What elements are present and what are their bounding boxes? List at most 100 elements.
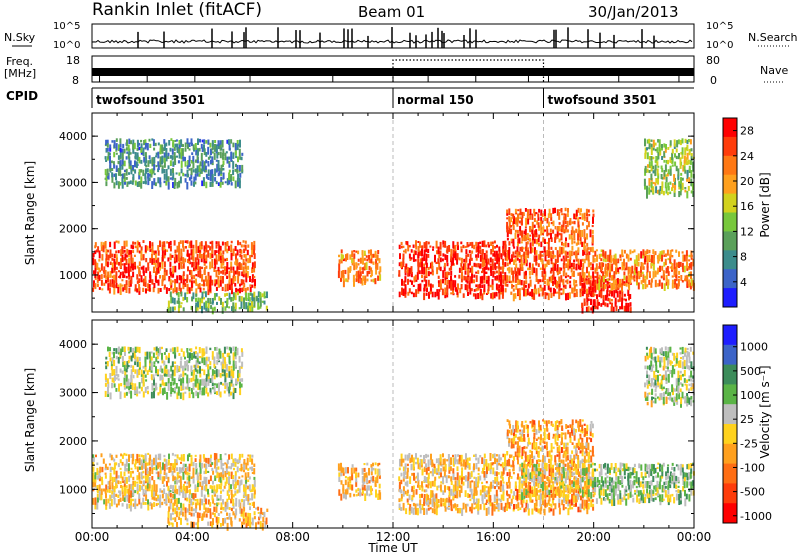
echo-cell [585,294,588,299]
echo-cell [239,283,241,287]
echo-cell [222,276,224,284]
echo-cell [136,288,139,293]
echo-cell [217,160,220,168]
echo-cell [172,182,175,188]
echo-cell [370,249,372,256]
echo-cell [222,269,225,275]
echo-cell [215,506,218,513]
echo-cell [437,499,440,504]
echo-cell [452,472,455,481]
echo-cell [557,291,560,294]
echo-cell [563,450,566,455]
echo-cell [195,463,198,470]
echo-cell [591,287,594,293]
echo-cell [661,253,664,260]
echo-cell [492,270,495,278]
echo-cell [562,225,565,232]
echo-cell [529,291,532,297]
echo-cell [579,503,582,511]
echo-cell [440,489,443,493]
echo-cell [652,156,655,160]
echo-cell [448,463,451,471]
echo-cell [562,503,565,511]
echo-cell [427,267,430,271]
echo-cell [662,250,665,254]
echo-cell [508,275,511,282]
echo-cell [105,252,108,261]
echo-cell [134,241,137,245]
echo-cell [661,181,664,188]
echo-cell [211,485,214,490]
freq-tick-bottom: 8 [72,74,79,87]
echo-cell [211,246,214,254]
echo-cell [210,159,212,165]
echo-cell [398,244,401,250]
echo-cell [413,250,416,255]
echo-cell [508,502,511,509]
echo-cell [581,290,584,294]
echo-cell [105,275,108,280]
echo-cell [563,267,566,273]
echo-cell [236,489,239,494]
echo-cell [492,253,495,257]
echo-cell [608,282,611,285]
cpid-segment-label: twofsound 3501 [548,93,657,107]
echo-cell [115,493,118,497]
echo-cell [195,278,197,285]
echo-cell [226,262,229,269]
echo-cell [648,279,651,285]
echo-cell [625,302,628,311]
echo-cell [357,275,360,284]
echo-cell [498,246,501,252]
echo-cell [340,253,343,261]
echo-cell [103,266,106,274]
echo-cell [153,480,156,485]
echo-cell [429,507,432,510]
echo-cell [201,480,204,486]
echo-cell [450,270,453,276]
echo-cell [512,472,515,475]
echo-cell [598,262,601,269]
echo-cell [556,432,559,441]
echo-cell [121,254,124,263]
echo-cell [548,480,551,486]
echo-cell [479,504,482,510]
echo-cell [195,302,198,308]
echo-cell [159,144,162,152]
echo-cell [123,471,126,477]
echo-cell [586,242,589,247]
echo-cell [178,490,181,496]
echo-cell [236,266,239,275]
echo-cell [249,454,252,463]
echo-cell [531,229,534,235]
echo-cell [235,257,237,266]
echo-cell [550,275,553,284]
echo-cell [437,280,440,284]
echo-cell [526,424,529,429]
echo-cell [351,257,354,264]
echo-cell [214,140,217,144]
echo-cell [498,293,501,300]
echo-cell [556,447,559,454]
echo-cell [188,148,191,151]
echo-cell [546,494,549,498]
echo-cell [217,164,220,171]
echo-cell [527,463,529,467]
echo-cell [184,282,187,287]
echo-cell [650,156,653,161]
echo-cell [197,262,200,270]
echo-cell [464,245,467,249]
echo-cell [602,275,605,283]
echo-cell [611,302,613,308]
echo-cell [224,517,227,524]
echo-cell [436,485,439,491]
echo-cell [545,502,548,507]
echo-cell [510,225,513,228]
echo-cell [429,481,432,489]
echo-cell [629,307,632,313]
echo-cell [496,480,498,488]
echo-cell [120,471,123,479]
echo-cell [115,470,118,479]
echo-cell [108,489,111,493]
echo-cell [508,441,510,447]
